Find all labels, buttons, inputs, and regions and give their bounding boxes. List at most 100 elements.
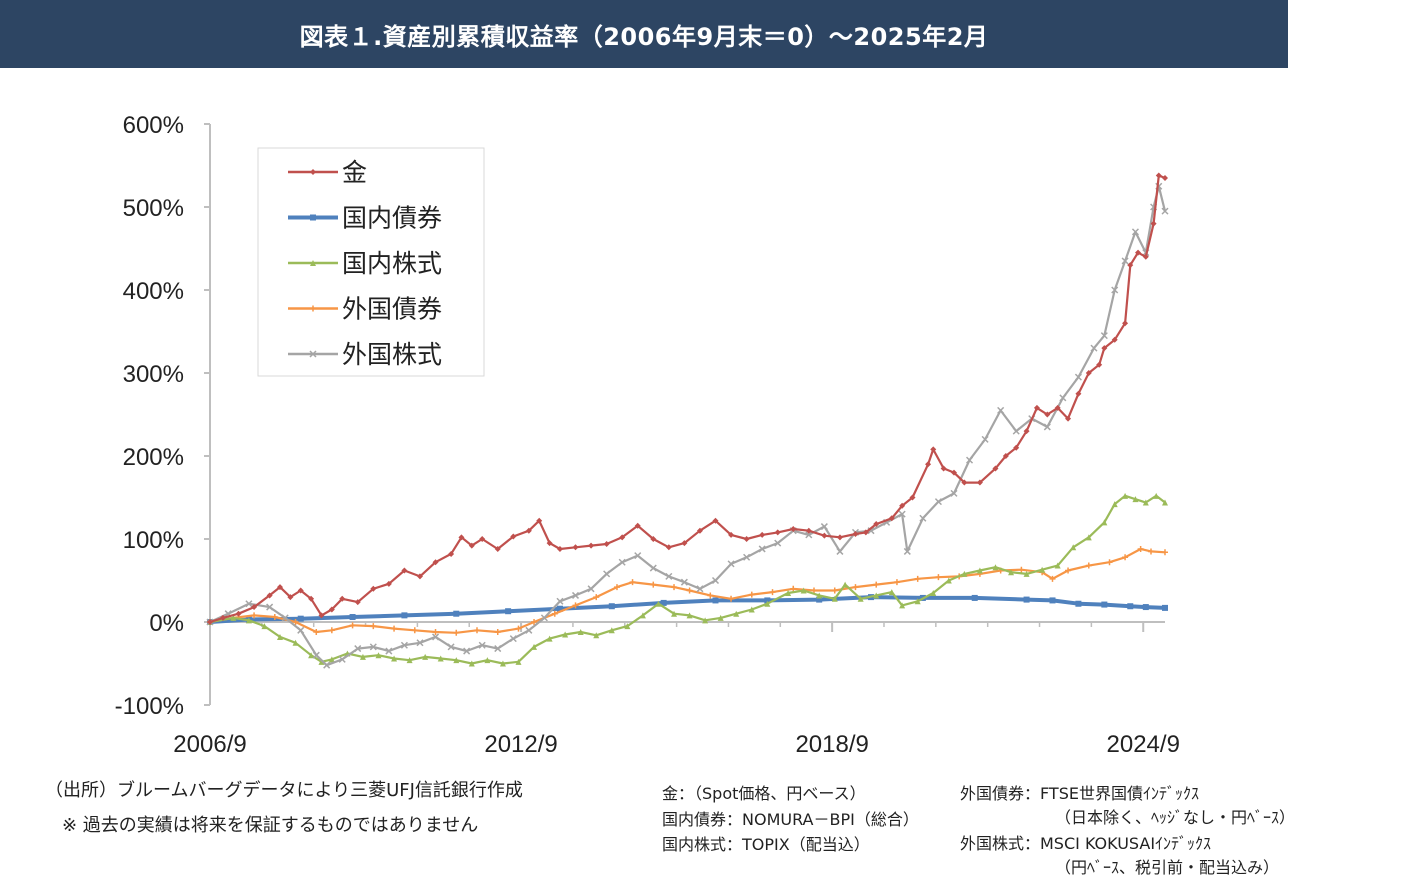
data-point [748, 591, 755, 598]
data-point [318, 658, 325, 665]
data-point [1162, 499, 1168, 506]
definition-domestic-bond: 国内債券：NOMURA－BPI（総合） [662, 810, 919, 829]
data-point [385, 647, 393, 655]
data-point [613, 584, 620, 591]
data-point [1054, 562, 1061, 569]
y-tick-label: 400% [123, 278, 184, 305]
data-point [432, 559, 439, 566]
data-point [1111, 501, 1118, 508]
data-point [619, 534, 626, 541]
data-point [571, 591, 580, 599]
data-point [416, 639, 424, 647]
data-point [1012, 427, 1020, 435]
data-point [577, 628, 584, 635]
data-point [852, 531, 859, 538]
data-point [711, 576, 720, 585]
data-point [639, 612, 646, 619]
legend-label: 国内株式 [342, 249, 442, 278]
data-point [831, 595, 838, 602]
data-point [1100, 332, 1108, 340]
data-point [950, 489, 958, 497]
data-point [888, 515, 895, 522]
data-point [873, 581, 880, 588]
data-point [898, 510, 906, 518]
data-point [328, 627, 335, 634]
data-point [800, 587, 807, 594]
legend-marker [310, 169, 316, 175]
data-point [873, 592, 880, 599]
data-point [370, 585, 377, 592]
data-point [1059, 394, 1067, 402]
data-point [478, 641, 486, 649]
data-point [391, 625, 398, 632]
data-point [696, 527, 703, 534]
data-point [774, 529, 781, 536]
data-point [769, 589, 776, 596]
data-point [1111, 336, 1118, 343]
data-point [665, 572, 673, 580]
data-point [292, 619, 299, 625]
data-point [1162, 174, 1168, 181]
data-point [219, 614, 226, 621]
line-chart: 600% 500% 400% 300% 200% 100% 0% -100% 2006/9 201… [115, 112, 1180, 758]
y-tick-label: 200% [123, 444, 184, 471]
data-point [1044, 411, 1051, 418]
legend-label: 外国債券 [342, 295, 442, 324]
data-point [934, 498, 942, 506]
data-point [1150, 220, 1157, 227]
data-point [484, 657, 491, 664]
data-point [354, 645, 362, 653]
data-point [245, 617, 252, 624]
data-point [251, 612, 258, 619]
data-point [1049, 575, 1056, 582]
data-point [681, 540, 688, 547]
data-point [266, 592, 273, 599]
data-point [893, 579, 900, 586]
data-point [468, 542, 475, 549]
legend-marker [310, 260, 316, 266]
data-point [790, 585, 797, 592]
data-point [899, 602, 906, 609]
data-point [349, 622, 356, 629]
data-point [468, 660, 475, 667]
data-point [671, 584, 678, 591]
data-point [1101, 519, 1108, 526]
data-point [930, 589, 937, 596]
data-point [1155, 172, 1162, 179]
data-point [1008, 569, 1015, 576]
data-point [976, 567, 983, 574]
data-point [369, 643, 377, 651]
data-point [308, 652, 315, 659]
data-point [790, 526, 797, 533]
data-point [1142, 253, 1149, 260]
data-point [312, 651, 320, 659]
data-point [297, 615, 304, 622]
data-point [903, 547, 911, 555]
data-point [354, 599, 361, 606]
data-point [308, 595, 315, 602]
data-point [587, 585, 595, 593]
data-point [831, 587, 838, 594]
source-note: （出所）ブルームバーグデータにより三菱UFJ信託銀行作成 [45, 780, 523, 801]
data-point [1075, 390, 1082, 397]
data-point [634, 552, 642, 560]
data-point [297, 587, 304, 594]
data-point [551, 610, 558, 617]
data-point [748, 606, 755, 613]
data-point [406, 657, 413, 664]
data-point [505, 608, 512, 615]
data-point [816, 596, 823, 603]
data-point [416, 573, 423, 580]
data-point [339, 595, 346, 602]
data-point [510, 533, 517, 540]
data-point [712, 597, 719, 604]
data-point [930, 446, 937, 453]
data-point [1054, 404, 1061, 411]
data-point [966, 456, 974, 464]
data-point [1153, 492, 1160, 499]
data-point [816, 592, 823, 599]
data-point [696, 585, 704, 593]
data-point [1122, 320, 1129, 327]
series-line-4 [209, 185, 1167, 667]
data-point [1122, 554, 1129, 561]
